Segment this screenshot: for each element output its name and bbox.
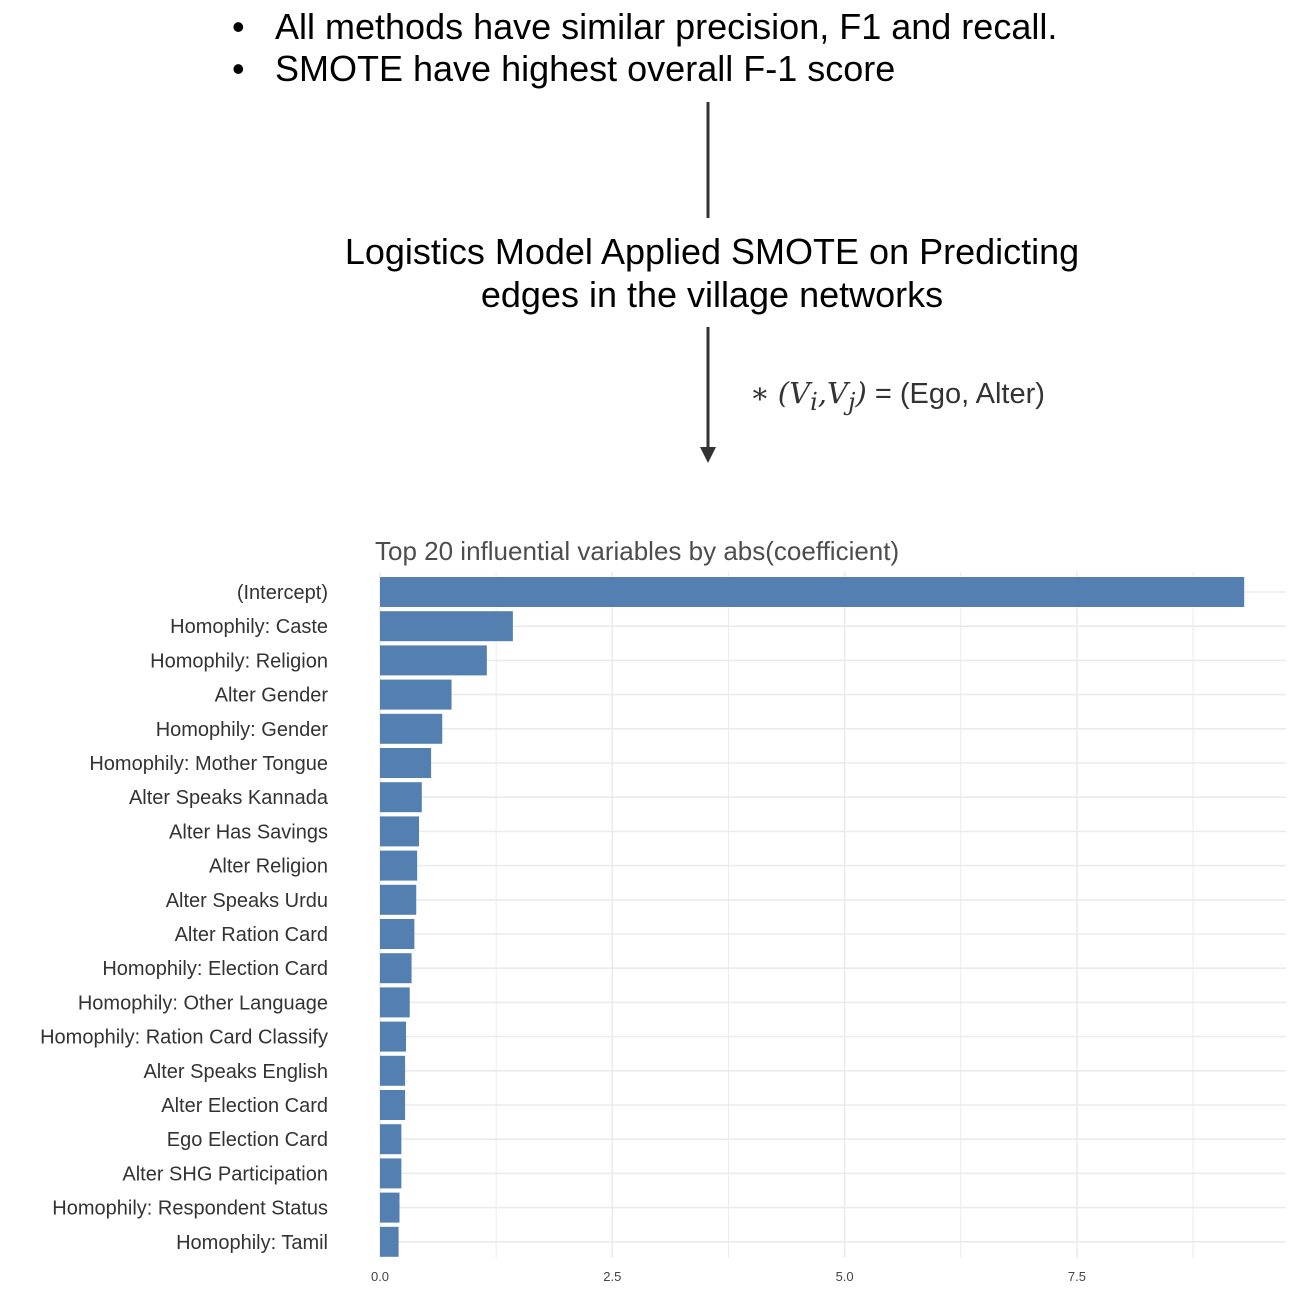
- bar: [380, 713, 443, 744]
- category-label: Homophily: Respondent Status: [52, 1198, 328, 1220]
- down-arrow-head: [700, 447, 716, 463]
- notation-label: ∗ (Vi,Vj) = (Ego, Alter): [750, 376, 1045, 416]
- bar: [380, 1192, 400, 1223]
- bar: [380, 748, 432, 778]
- category-label: Homophily: Tamil: [176, 1232, 328, 1254]
- bar: [380, 1226, 399, 1257]
- notation-star: ∗: [750, 376, 770, 410]
- notation-vi: V: [789, 376, 811, 410]
- category-label: Alter Speaks Kannada: [129, 787, 329, 809]
- summary-bullets: All methods have similar precision, F1 a…: [232, 6, 1057, 90]
- bar: [380, 1090, 406, 1120]
- category-label: Homophily: Religion: [150, 650, 328, 672]
- category-label: Alter Has Savings: [169, 821, 328, 843]
- category-label: Homophily: Mother Tongue: [89, 753, 328, 775]
- notation-close: ): [855, 376, 867, 410]
- grid-lines: [379, 572, 1286, 1258]
- model-title-line: edges in the village networks: [480, 274, 944, 315]
- category-label: Alter Speaks English: [143, 1061, 328, 1083]
- x-tick-labels: 0.0 2.5 5.0 7.5: [371, 1269, 1086, 1284]
- category-label: Alter Gender: [215, 685, 329, 707]
- x-tick-label: 0.0: [371, 1269, 389, 1284]
- category-label: Alter Election Card: [161, 1095, 328, 1117]
- bar: [380, 1055, 406, 1086]
- category-label: Ego Election Card: [167, 1129, 328, 1151]
- category-label: Homophily: Other Language: [78, 992, 328, 1014]
- notation-rhs: = (Ego, Alter): [866, 378, 1045, 410]
- category-label: Alter Ration Card: [175, 924, 328, 946]
- category-label: Alter Religion: [209, 856, 328, 878]
- bar: [380, 679, 452, 710]
- model-title: Logistics Model Applied SMOTE on Predict…: [212, 230, 1212, 316]
- notation-open: (: [777, 376, 790, 410]
- x-tick-label: 2.5: [603, 1269, 621, 1284]
- bar: [380, 816, 420, 847]
- flow-arrows: [700, 102, 716, 463]
- bar: [380, 611, 513, 642]
- bar: [380, 884, 417, 915]
- model-title-line: Logistics Model Applied SMOTE on Predict…: [344, 231, 1080, 272]
- category-label: Homophily: Gender: [156, 719, 329, 741]
- bar: [380, 1021, 407, 1052]
- bar: [380, 987, 410, 1018]
- notation-vj: V: [827, 376, 848, 410]
- bar: [380, 577, 1245, 607]
- bar: [380, 645, 487, 676]
- bar: [380, 850, 418, 881]
- bar: [380, 953, 412, 984]
- category-label: Alter Speaks Urdu: [166, 890, 328, 912]
- bullet-item: SMOTE have highest overall F-1 score: [232, 48, 1057, 90]
- bar: [380, 1124, 402, 1155]
- coefficient-bar-chart: Top 20 influential variables by abs(coef…: [40, 536, 1286, 1284]
- category-label: Alter SHG Participation: [122, 1163, 328, 1185]
- bullet-item: All methods have similar precision, F1 a…: [232, 6, 1057, 48]
- bar: [380, 919, 415, 949]
- notation-sub-j: j: [847, 387, 856, 416]
- category-labels: (Intercept) Homophily: Caste Homophily: Re…: [40, 582, 329, 1254]
- x-tick-label: 7.5: [1068, 1269, 1086, 1284]
- chart-title: Top 20 influential variables by abs(coef…: [375, 536, 899, 566]
- category-label: Homophily: Ration Card Classify: [40, 1027, 328, 1049]
- category-label: Homophily: Caste: [170, 616, 328, 638]
- notation-comma: ,: [817, 376, 828, 410]
- bar: [380, 1158, 402, 1189]
- notation-sub-i: i: [810, 387, 818, 416]
- category-label: (Intercept): [237, 582, 328, 604]
- category-label: Homophily: Election Card: [102, 958, 328, 980]
- bar: [380, 782, 422, 813]
- x-tick-label: 5.0: [836, 1269, 854, 1284]
- bars: [380, 577, 1245, 1257]
